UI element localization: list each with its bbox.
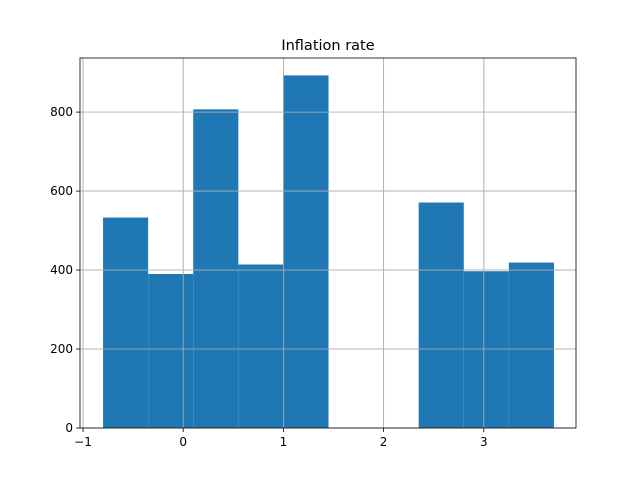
x-tick-label: 0 [179,435,187,449]
y-tick-label: 200 [50,342,73,356]
histogram-bar [463,271,509,428]
axes-frame [79,57,577,429]
x-tick-label: 2 [380,435,388,449]
y-tick-label: 400 [50,263,73,277]
histogram-bar [238,264,284,428]
y-tick-label: 0 [65,421,73,435]
x-tick-label: −1 [74,435,92,449]
histogram-bar [283,75,329,428]
histogram-bar [103,217,149,428]
histogram-bar [418,202,464,428]
axes [79,57,577,429]
x-tick-label: 3 [480,435,488,449]
chart-title: Inflation rate [281,38,374,54]
histogram-bars [80,58,576,429]
histogram-bar [193,109,239,428]
y-tick-label: 800 [50,105,73,119]
histogram-bar [148,273,194,428]
histogram-bar [508,262,554,428]
y-tick-label: 600 [50,184,73,198]
x-tick-label: 1 [280,435,288,449]
